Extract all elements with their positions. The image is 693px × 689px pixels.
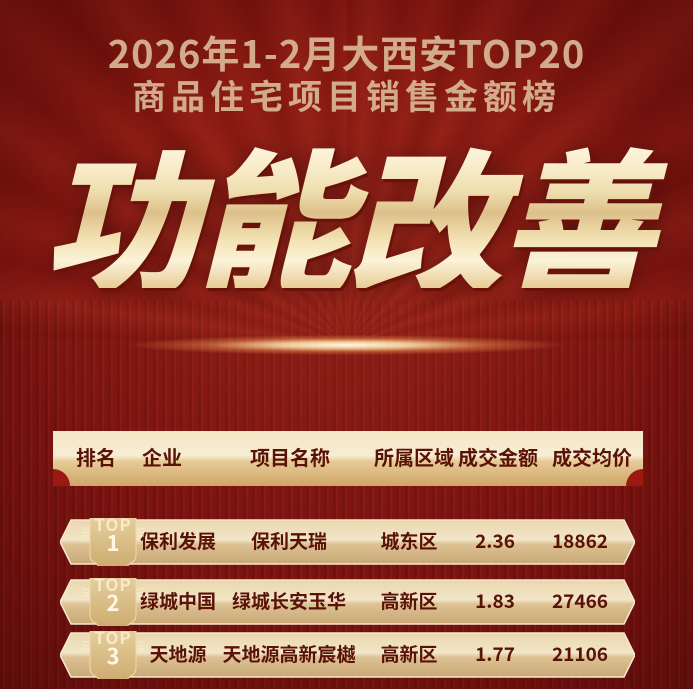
svg-text:高新区: 高新区 — [380, 640, 437, 667]
svg-text:城东区: 城东区 — [380, 527, 437, 554]
svg-text:2: 2 — [107, 586, 120, 618]
svg-text:1.83: 1.83 — [475, 587, 515, 614]
svg-text:3: 3 — [107, 639, 120, 671]
svg-text:项目名称: 项目名称 — [250, 442, 330, 471]
svg-text:18862: 18862 — [552, 527, 608, 554]
svg-text:天地源高新宸樾: 天地源高新宸樾 — [222, 640, 355, 667]
svg-text:成交金额: 成交金额 — [458, 442, 538, 471]
svg-text:保利天瑞: 保利天瑞 — [251, 527, 327, 554]
svg-text:排名: 排名 — [76, 442, 116, 471]
svg-text:1.77: 1.77 — [475, 640, 515, 667]
svg-text:27466: 27466 — [552, 587, 608, 614]
svg-text:企业: 企业 — [142, 442, 182, 471]
svg-text:保利发展: 保利发展 — [140, 527, 216, 554]
svg-text:高新区: 高新区 — [380, 587, 437, 614]
svg-text:成交均价: 成交均价 — [552, 442, 632, 471]
svg-text:21106: 21106 — [552, 640, 608, 667]
svg-text:所属区域: 所属区域 — [374, 442, 454, 471]
svg-text:天地源: 天地源 — [149, 640, 206, 667]
svg-text:绿城中国: 绿城中国 — [140, 587, 216, 614]
svg-text:1: 1 — [107, 526, 120, 558]
svg-text:绿城长安玉华: 绿城长安玉华 — [232, 587, 346, 614]
svg-text:2.36: 2.36 — [475, 527, 515, 554]
